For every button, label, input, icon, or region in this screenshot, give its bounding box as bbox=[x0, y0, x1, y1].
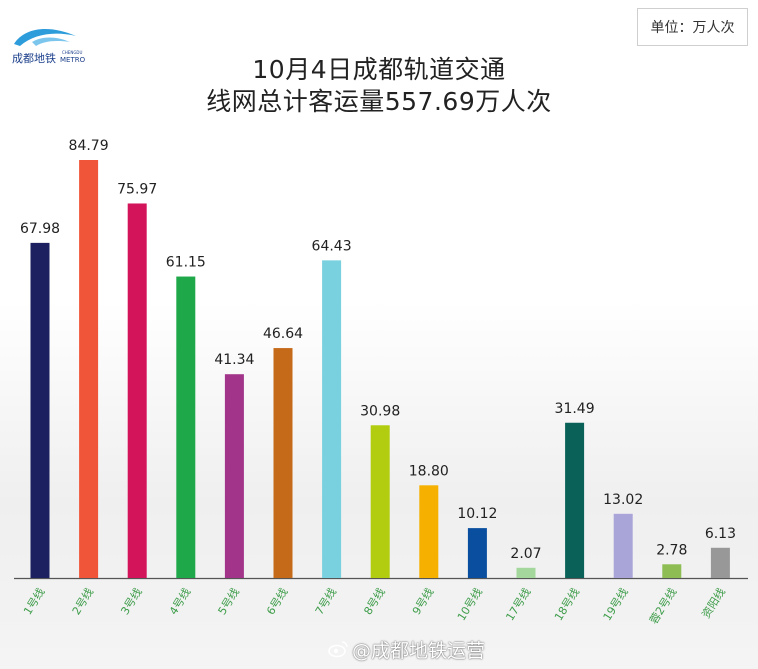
value-label-10: 10.12 bbox=[457, 506, 497, 522]
value-label-9: 18.80 bbox=[409, 463, 449, 479]
value-label-3: 75.97 bbox=[117, 181, 157, 197]
x-tick-label-6: 6号线 bbox=[263, 585, 290, 617]
x-tick-label-4: 4号线 bbox=[166, 585, 193, 617]
value-label-6: 46.64 bbox=[263, 326, 303, 342]
unit-label: 单位：万人次 bbox=[650, 20, 735, 36]
unit-box: 单位：万人次 bbox=[637, 8, 748, 46]
x-tick-label-10: 10号线 bbox=[454, 585, 485, 623]
value-label-13: 13.02 bbox=[603, 492, 643, 508]
value-label-4: 61.15 bbox=[166, 255, 206, 271]
value-label-11: 2.07 bbox=[510, 546, 541, 562]
chengdu-metro-logo: 成都地铁 CHENGDU METRO bbox=[12, 29, 86, 65]
logo-text-en-top: CHENGDU bbox=[62, 50, 83, 55]
bar-5 bbox=[224, 374, 244, 578]
bar-13 bbox=[613, 513, 633, 578]
bar-4 bbox=[176, 276, 196, 578]
x-tick-label-8: 8号线 bbox=[361, 585, 388, 617]
bar-2 bbox=[79, 160, 99, 578]
x-tick-label-9: 9号线 bbox=[409, 585, 436, 617]
watermark: @成都地铁运营 bbox=[328, 636, 485, 662]
x-tick-label-7: 7号线 bbox=[312, 585, 339, 617]
bar-6 bbox=[273, 348, 293, 578]
value-label-5: 41.34 bbox=[214, 352, 254, 368]
bar-3 bbox=[127, 203, 147, 578]
weibo-icon bbox=[328, 641, 348, 658]
value-label-14: 2.78 bbox=[656, 542, 687, 558]
bar-12 bbox=[565, 422, 585, 578]
watermark-text: @成都地铁运营 bbox=[352, 639, 486, 662]
value-label-1: 67.98 bbox=[20, 221, 60, 237]
value-label-2: 84.79 bbox=[69, 138, 109, 154]
x-tick-label-15: 资阳线 bbox=[699, 585, 728, 620]
x-tick-label-1: 1号线 bbox=[20, 585, 47, 617]
x-tick-label-3: 3号线 bbox=[118, 585, 145, 617]
value-label-15: 6.13 bbox=[705, 526, 736, 542]
bar-8 bbox=[370, 425, 390, 578]
x-tick-label-13: 19号线 bbox=[600, 585, 631, 623]
bar-11 bbox=[516, 567, 536, 578]
value-label-7: 64.43 bbox=[312, 238, 352, 254]
bar-14 bbox=[662, 564, 682, 578]
chart-title: 10月4日成都轨道交通 线网总计客运量557.69万人次 bbox=[0, 54, 758, 118]
logo-swoosh-icon bbox=[14, 29, 76, 46]
logo-text-cn: 成都地铁 bbox=[12, 52, 56, 65]
bar-10 bbox=[467, 528, 487, 578]
chart-title-line-2: 线网总计客运量557.69万人次 bbox=[206, 87, 552, 116]
x-tick-label-14: 蓉2号线 bbox=[646, 585, 679, 626]
bar-7 bbox=[322, 260, 342, 578]
logo-text-en: METRO bbox=[60, 56, 86, 64]
value-label-8: 30.98 bbox=[360, 403, 400, 419]
chart-title-line-1: 10月4日成都轨道交通 bbox=[252, 55, 506, 84]
bar-1 bbox=[30, 242, 50, 578]
x-tick-label-5: 5号线 bbox=[215, 585, 242, 617]
x-tick-label-2: 2号线 bbox=[69, 585, 96, 617]
x-tick-label-11: 17号线 bbox=[503, 585, 534, 623]
x-tick-label-12: 18号线 bbox=[551, 585, 582, 623]
bar-9 bbox=[419, 485, 439, 578]
bar-15 bbox=[710, 547, 730, 578]
value-label-12: 31.49 bbox=[555, 401, 595, 417]
